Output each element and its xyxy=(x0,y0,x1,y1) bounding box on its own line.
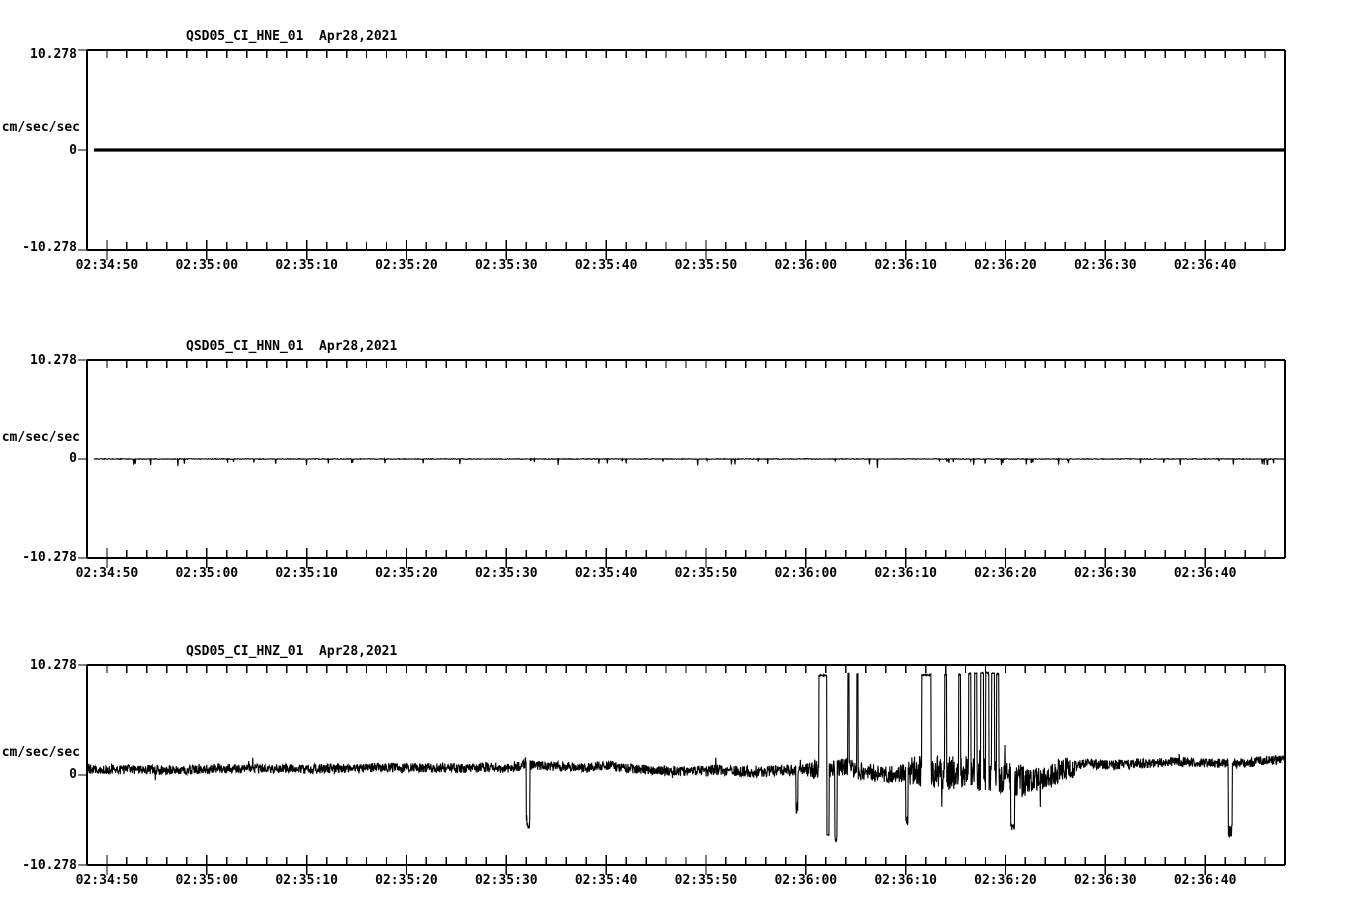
panel-hne: QSD05_CI_HNE_01 Apr28,2021 cm/sec/sec 10… xyxy=(0,0,1358,300)
xtick-label: 02:36:40 xyxy=(1173,258,1237,273)
xtick-label: 02:34:50 xyxy=(75,873,139,888)
xtick-label: 02:35:10 xyxy=(275,566,338,581)
panel-hnn-yticks xyxy=(78,359,87,559)
xtick-label: 02:35:40 xyxy=(574,566,638,581)
xtick-label: 02:36:30 xyxy=(1073,258,1137,273)
xtick-label: 02:35:30 xyxy=(474,873,538,888)
panel-hnz-plot xyxy=(78,664,1286,875)
panel-hnz-top-ticks xyxy=(106,665,1286,673)
xtick-label: 02:35:00 xyxy=(175,873,239,888)
panel-hne-yticks xyxy=(78,49,87,251)
panel-hnn-title: QSD05_CI_HNN_01 Apr28,2021 xyxy=(186,339,398,354)
xtick-label: 02:36:20 xyxy=(974,873,1037,888)
xtick-label: 02:36:10 xyxy=(874,258,937,273)
panel-hne-plot xyxy=(78,49,1286,260)
xtick-label: 02:35:40 xyxy=(574,873,638,888)
panel-hnn-bottom-ticks xyxy=(106,548,1286,568)
xtick-label: 02:35:30 xyxy=(474,566,538,581)
xtick-label: 02:35:40 xyxy=(574,258,638,273)
panel-hnz-title: QSD05_CI_HNZ_01 Apr28,2021 xyxy=(186,644,398,659)
panel-hnz-ytick-min: -10.278 xyxy=(22,858,77,873)
xtick-label: 02:34:50 xyxy=(75,566,139,581)
panel-hne-ytick-zero: 0 xyxy=(69,143,77,158)
panel-hne-ytick-max: 10.278 xyxy=(30,47,77,62)
xtick-label: 02:36:20 xyxy=(974,258,1037,273)
panel-hnz-yaxis-unit: cm/sec/sec xyxy=(1,745,80,760)
xtick-label: 02:35:50 xyxy=(674,258,738,273)
xtick-label: 02:35:20 xyxy=(375,258,438,273)
panel-hne-yaxis-unit: cm/sec/sec xyxy=(1,120,80,135)
panel-hnn-trace xyxy=(93,457,1286,469)
panel-hnz-trace xyxy=(86,670,1286,843)
panel-hne-ytick-min: -10.278 xyxy=(22,240,77,255)
xtick-label: 02:35:50 xyxy=(674,873,738,888)
xtick-label: 02:35:10 xyxy=(275,258,338,273)
xtick-label: 02:36:20 xyxy=(974,566,1037,581)
xtick-label: 02:35:20 xyxy=(375,566,438,581)
xtick-label: 02:35:50 xyxy=(674,566,738,581)
xtick-label: 02:36:30 xyxy=(1073,566,1137,581)
panel-hnn: QSD05_CI_HNN_01 Apr28,2021 cm/sec/sec 10… xyxy=(0,310,1358,610)
xtick-label: 02:34:50 xyxy=(75,258,139,273)
xtick-label: 02:35:10 xyxy=(275,873,338,888)
xtick-label: 02:35:30 xyxy=(474,258,538,273)
panel-hnn-plot xyxy=(78,359,1286,568)
xtick-label: 02:36:00 xyxy=(774,873,838,888)
panel-hne-top-ticks xyxy=(106,50,1286,58)
panel-hnz-bottom-ticks xyxy=(106,855,1286,875)
panel-hnz-ytick-max: 10.278 xyxy=(30,658,77,673)
panel-hne-bottom-ticks xyxy=(106,240,1286,260)
xtick-label: 02:36:40 xyxy=(1173,873,1237,888)
panel-hnn-ytick-min: -10.278 xyxy=(22,550,77,565)
xtick-label: 02:36:10 xyxy=(874,566,937,581)
xtick-label: 02:36:30 xyxy=(1073,873,1137,888)
xtick-label: 02:36:10 xyxy=(874,873,937,888)
panel-hnn-ytick-max: 10.278 xyxy=(30,353,77,368)
xtick-label: 02:36:00 xyxy=(774,258,838,273)
panel-hne-title: QSD05_CI_HNE_01 Apr28,2021 xyxy=(186,29,398,44)
panel-hnn-yaxis-unit: cm/sec/sec xyxy=(1,430,80,445)
panel-hnz-ytick-zero: 0 xyxy=(69,767,77,782)
panel-hnz: QSD05_CI_HNZ_01 Apr28,2021 cm/sec/sec 10… xyxy=(0,615,1358,924)
xtick-label: 02:35:00 xyxy=(175,566,239,581)
panel-hnn-top-ticks xyxy=(106,360,1286,368)
xtick-label: 02:35:00 xyxy=(175,258,239,273)
panel-hnn-ytick-zero: 0 xyxy=(69,451,77,466)
panel-hnz-yticks xyxy=(78,664,87,866)
xtick-label: 02:35:20 xyxy=(375,873,438,888)
xtick-label: 02:36:00 xyxy=(774,566,838,581)
xtick-label: 02:36:40 xyxy=(1173,566,1237,581)
